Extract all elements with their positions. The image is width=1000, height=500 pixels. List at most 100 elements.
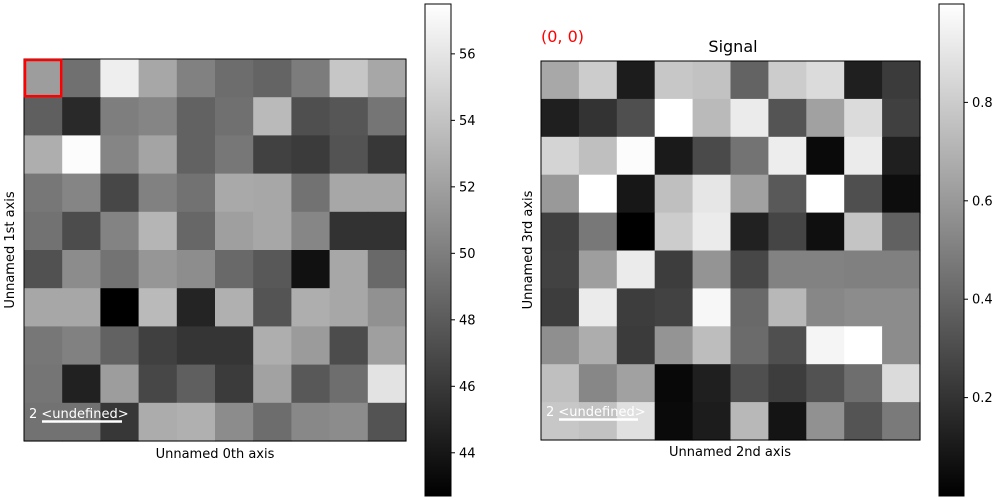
signal-cell[interactable]: [730, 174, 770, 214]
navigator-cell[interactable]: [367, 173, 407, 213]
navigator-cell[interactable]: [367, 97, 407, 136]
navigator-cell[interactable]: [291, 211, 331, 251]
navigator-cell[interactable]: [291, 97, 331, 136]
signal-cell[interactable]: [578, 326, 618, 365]
signal-cell[interactable]: [654, 61, 694, 100]
navigator-cell[interactable]: [176, 59, 216, 98]
navigator-cell[interactable]: [367, 402, 407, 442]
navigator-cell[interactable]: [253, 211, 292, 251]
navigator-cell[interactable]: [367, 211, 407, 251]
navigator-cell[interactable]: [138, 250, 178, 289]
signal-cell[interactable]: [806, 212, 845, 252]
signal-cell[interactable]: [768, 326, 807, 365]
navigator-cell[interactable]: [176, 173, 216, 213]
signal-cell[interactable]: [768, 61, 807, 100]
signal-cell[interactable]: [616, 250, 656, 290]
signal-cell[interactable]: [654, 402, 694, 441]
signal-heatmap[interactable]: [541, 61, 921, 441]
signal-cell[interactable]: [578, 212, 618, 252]
signal-cell[interactable]: [654, 288, 694, 327]
navigator-cell[interactable]: [100, 326, 140, 366]
navigator-cell[interactable]: [62, 250, 101, 289]
signal-cell[interactable]: [882, 364, 921, 403]
signal-cell[interactable]: [692, 326, 732, 365]
signal-cell[interactable]: [882, 326, 921, 365]
signal-cell[interactable]: [844, 364, 883, 403]
navigator-cell[interactable]: [329, 173, 369, 213]
signal-cell[interactable]: [730, 364, 770, 403]
signal-cell[interactable]: [730, 212, 770, 252]
signal-cell[interactable]: [882, 61, 921, 100]
signal-cell[interactable]: [616, 136, 656, 176]
signal-cell[interactable]: [654, 136, 694, 176]
navigator-cell[interactable]: [215, 326, 254, 366]
navigator-cell[interactable]: [215, 402, 254, 442]
navigator-cell[interactable]: [176, 288, 216, 327]
navigator-cell[interactable]: [291, 288, 331, 327]
navigator-cell[interactable]: [62, 326, 101, 366]
signal-cell[interactable]: [806, 61, 845, 100]
signal-cell[interactable]: [730, 136, 770, 176]
signal-cell[interactable]: [768, 288, 807, 327]
signal-cell[interactable]: [768, 402, 807, 441]
navigator-cell[interactable]: [62, 364, 101, 404]
navigator-cell[interactable]: [291, 402, 331, 442]
navigator-cell[interactable]: [215, 364, 254, 404]
signal-cell[interactable]: [806, 98, 845, 138]
navigator-cell[interactable]: [291, 135, 331, 175]
navigator-cell[interactable]: [367, 326, 407, 366]
signal-cell[interactable]: [616, 326, 656, 365]
signal-cell[interactable]: [541, 250, 580, 290]
signal-cell[interactable]: [806, 174, 845, 214]
navigator-cell[interactable]: [215, 250, 254, 289]
signal-cell[interactable]: [882, 174, 921, 214]
navigator-cell[interactable]: [24, 59, 63, 98]
signal-cell[interactable]: [616, 402, 656, 441]
navigator-cell[interactable]: [253, 59, 292, 98]
navigator-cell[interactable]: [176, 211, 216, 251]
navigator-cell[interactable]: [138, 364, 178, 404]
navigator-cell[interactable]: [253, 326, 292, 366]
navigator-cell[interactable]: [329, 59, 369, 98]
navigator-cell[interactable]: [138, 97, 178, 136]
signal-cell[interactable]: [616, 364, 656, 403]
signal-cell[interactable]: [844, 326, 883, 365]
navigator-cell[interactable]: [176, 135, 216, 175]
signal-cell[interactable]: [541, 212, 580, 252]
signal-cell[interactable]: [616, 174, 656, 214]
signal-cell[interactable]: [806, 364, 845, 403]
signal-cell[interactable]: [730, 326, 770, 365]
signal-cell[interactable]: [578, 136, 618, 176]
signal-cell[interactable]: [654, 250, 694, 290]
navigator-cell[interactable]: [138, 211, 178, 251]
signal-cell[interactable]: [844, 174, 883, 214]
signal-cell[interactable]: [806, 402, 845, 441]
navigator-cell[interactable]: [176, 402, 216, 442]
signal-cell[interactable]: [882, 250, 921, 290]
signal-cell[interactable]: [541, 364, 580, 403]
navigator-cell[interactable]: [253, 250, 292, 289]
navigator-cell[interactable]: [215, 288, 254, 327]
signal-cell[interactable]: [541, 98, 580, 138]
navigator-cell[interactable]: [62, 135, 101, 175]
navigator-cell[interactable]: [24, 364, 63, 404]
signal-cell[interactable]: [882, 212, 921, 252]
signal-cell[interactable]: [578, 288, 618, 327]
navigator-cell[interactable]: [62, 211, 101, 251]
signal-cell[interactable]: [844, 212, 883, 252]
signal-cell[interactable]: [541, 288, 580, 327]
signal-cell[interactable]: [578, 174, 618, 214]
signal-cell[interactable]: [578, 250, 618, 290]
signal-cell[interactable]: [806, 326, 845, 365]
signal-cell[interactable]: [654, 364, 694, 403]
navigator-cell[interactable]: [329, 135, 369, 175]
navigator-cell[interactable]: [176, 364, 216, 404]
signal-cell[interactable]: [578, 98, 618, 138]
navigator-cell[interactable]: [138, 173, 178, 213]
navigator-cell[interactable]: [24, 173, 63, 213]
signal-cell[interactable]: [654, 326, 694, 365]
navigator-cell[interactable]: [215, 211, 254, 251]
signal-cell[interactable]: [692, 250, 732, 290]
navigator-cell[interactable]: [24, 97, 63, 136]
signal-cell[interactable]: [654, 212, 694, 252]
